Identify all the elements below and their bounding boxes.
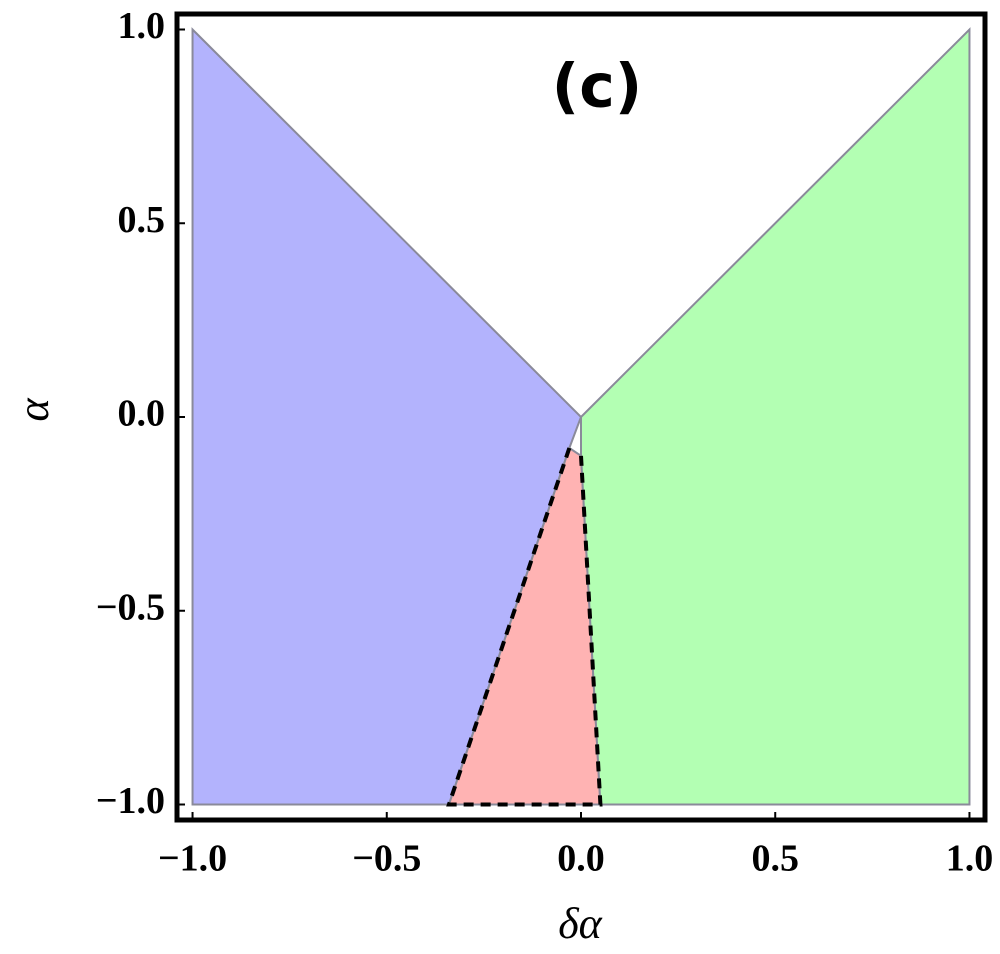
y-tick-label: −0.5 bbox=[96, 586, 165, 628]
y-tick-label: 0.0 bbox=[118, 393, 166, 435]
annotation: (c) bbox=[552, 52, 642, 122]
y-tick-label: 1.0 bbox=[118, 5, 166, 47]
x-tick-label: 0.0 bbox=[557, 838, 605, 880]
x-axis-label: δα bbox=[558, 899, 602, 948]
y-axis-label: α bbox=[9, 398, 58, 422]
x-tick-label: 1.0 bbox=[946, 838, 994, 880]
x-tick-label: −1.0 bbox=[158, 838, 227, 880]
x-tick-label: 0.5 bbox=[751, 838, 799, 880]
y-tick-label: −1.0 bbox=[96, 780, 165, 822]
region bbox=[580, 27, 971, 806]
boundary-line bbox=[446, 447, 603, 807]
y-tick-label: 0.5 bbox=[118, 199, 166, 241]
x-tick-label: −0.5 bbox=[352, 838, 421, 880]
